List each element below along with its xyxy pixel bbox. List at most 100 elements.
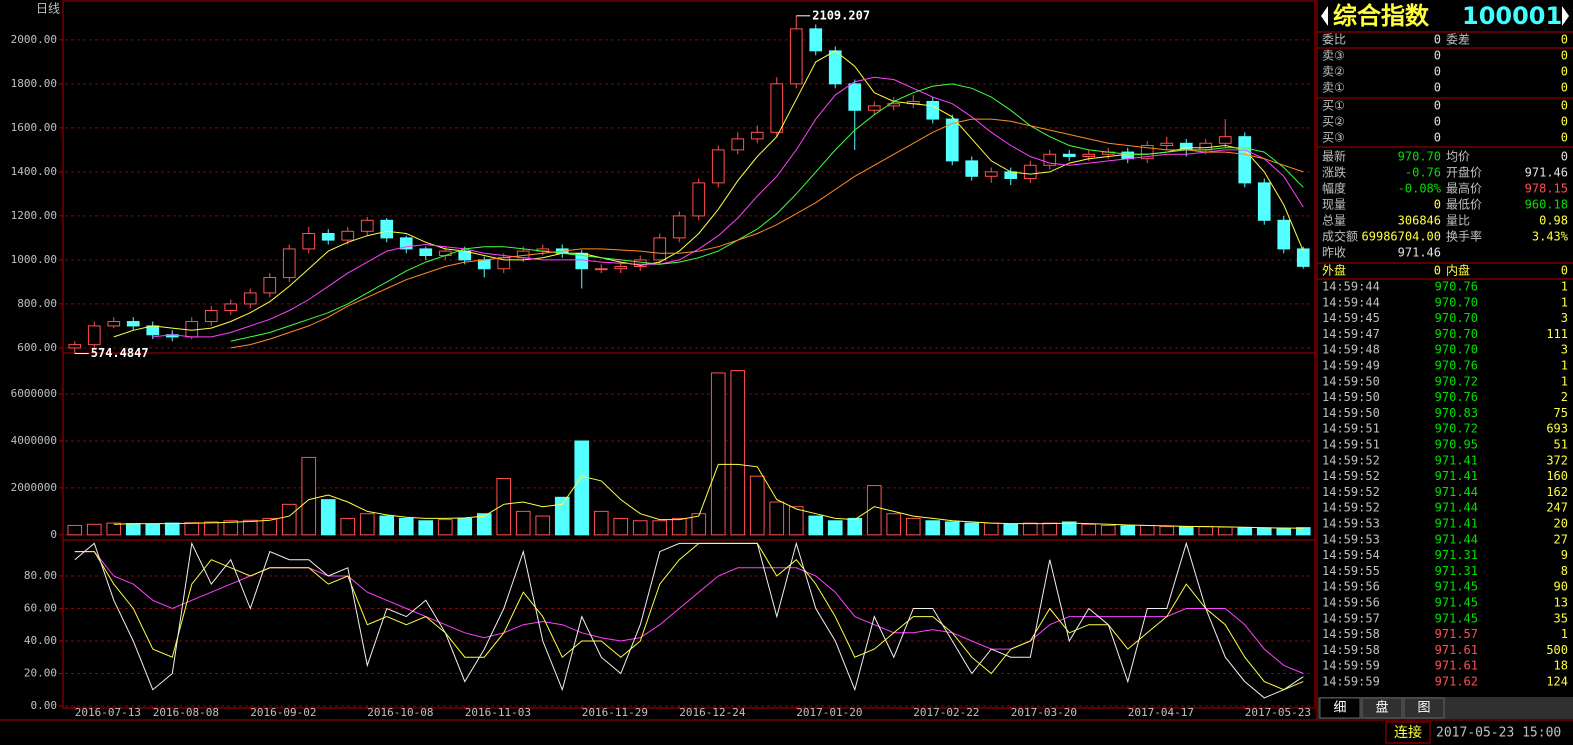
- trade-volume: 9: [1561, 548, 1568, 562]
- candle-body: [204, 310, 218, 323]
- tab[interactable]: [1319, 697, 1361, 719]
- field-label: 买②: [1322, 115, 1345, 129]
- connection-status[interactable]: 连接: [1394, 724, 1422, 741]
- tab[interactable]: [1361, 697, 1403, 719]
- volume-bar: [340, 517, 356, 536]
- candle-body: [867, 105, 881, 111]
- trade-volume: 8: [1561, 564, 1568, 578]
- volume-bar: [574, 440, 590, 536]
- x-tick-label: 2016-11-29: [582, 706, 648, 719]
- volume-bar: [671, 517, 687, 536]
- x-tick-label: 2017-02-22: [913, 706, 979, 719]
- trade-volume: 13: [1554, 596, 1568, 610]
- book-price: 0: [1434, 49, 1441, 63]
- trade-time: 14:59:54: [1322, 548, 1380, 562]
- trade-volume: 111: [1546, 327, 1568, 341]
- trade-price: 971.61: [1435, 659, 1478, 673]
- candle-body: [341, 230, 355, 241]
- field-label: 最低价: [1446, 198, 1482, 212]
- volume-bar: [1120, 525, 1136, 536]
- volume-bar: [1237, 527, 1253, 536]
- candle-body: [965, 160, 979, 177]
- field-label: 卖③: [1322, 49, 1345, 63]
- book-volume: 0: [1561, 115, 1568, 129]
- trade-price: 970.72: [1435, 374, 1478, 388]
- volume-bar: [145, 523, 161, 536]
- y-tick-label: 1600.00: [11, 121, 57, 134]
- volume-bar: [476, 513, 492, 536]
- next-arrow[interactable]: [1562, 6, 1569, 26]
- book-volume: 0: [1561, 49, 1568, 63]
- trade-time: 14:59:56: [1322, 596, 1380, 610]
- trade-volume: 1: [1561, 374, 1568, 388]
- trade-price: 970.70: [1435, 327, 1478, 341]
- volume-bar: [86, 523, 102, 536]
- book-volume: 0: [1561, 81, 1568, 95]
- trade-price: 970.95: [1435, 438, 1478, 452]
- book-price: 0: [1434, 131, 1441, 145]
- book-price: 0: [1434, 81, 1441, 95]
- chart-frame: [62, 0, 1316, 709]
- tab-label[interactable]: 盘: [1375, 700, 1388, 716]
- x-tick-label: 2016-07-13: [75, 706, 141, 719]
- candle-body: [594, 268, 608, 271]
- indicator-line: [230, 83, 1304, 342]
- candle-body: [87, 325, 101, 346]
- trade-time: 14:59:53: [1322, 517, 1380, 531]
- field-label: 昨收: [1322, 246, 1346, 260]
- volume-bar: [808, 515, 824, 536]
- tab[interactable]: [1403, 697, 1445, 719]
- x-tick-label: 2016-10-08: [367, 706, 433, 719]
- candle-body: [1296, 248, 1310, 267]
- field-value: 971.46: [1398, 246, 1441, 260]
- candle-body: [926, 100, 940, 120]
- trade-volume: 693: [1546, 422, 1568, 436]
- volume-bar: [1295, 527, 1311, 536]
- trade-volume: 1: [1561, 359, 1568, 373]
- trade-volume: 18: [1554, 659, 1568, 673]
- field-label: 买①: [1322, 99, 1345, 113]
- y-tick-label: 6000000: [11, 387, 57, 400]
- tab-label[interactable]: 图: [1417, 701, 1430, 716]
- candle-body: [653, 237, 667, 261]
- candle-body: [1082, 153, 1096, 157]
- volume-bar: [457, 517, 473, 536]
- field-value: 960.18: [1525, 198, 1568, 212]
- trade-time: 14:59:49: [1322, 359, 1380, 373]
- volume-bar: [320, 499, 336, 536]
- y-tick-label: 800.00: [17, 297, 57, 310]
- volume-bar: [242, 519, 258, 536]
- volume-bar: [749, 475, 765, 536]
- trade-time: 14:59:45: [1322, 311, 1380, 325]
- candle-body: [1121, 151, 1135, 160]
- trade-volume: 1: [1561, 280, 1568, 294]
- indicator-line: [74, 541, 1304, 699]
- trade-price: 971.62: [1435, 675, 1478, 689]
- tab-label[interactable]: 细: [1333, 701, 1346, 716]
- volume-bar: [652, 520, 668, 536]
- trade-volume: 247: [1546, 501, 1568, 515]
- trade-volume: 51: [1554, 438, 1568, 452]
- trade-time: 14:59:52: [1322, 469, 1380, 483]
- x-tick-label: 2017-01-20: [796, 706, 862, 719]
- volume-bar: [1159, 526, 1175, 536]
- volume-bar: [691, 513, 707, 536]
- volume-bar: [554, 496, 570, 536]
- volume-bar: [593, 510, 609, 536]
- candle-body: [1257, 182, 1271, 221]
- volume-bar: [301, 456, 317, 536]
- field-label: 开盘价: [1446, 165, 1482, 180]
- volume-bar: [106, 522, 122, 536]
- field-value: 0: [1561, 150, 1568, 164]
- indicator-line: [113, 50, 1304, 338]
- field-value: 0: [1434, 198, 1441, 212]
- prev-arrow[interactable]: [1321, 6, 1328, 26]
- trade-time: 14:59:51: [1322, 438, 1380, 452]
- indicator-line: [152, 76, 1304, 338]
- trade-price: 971.45: [1435, 611, 1478, 625]
- trade-price: 971.44: [1435, 532, 1478, 546]
- x-tick-label: 2017-03-20: [1011, 706, 1077, 719]
- book-price: 0: [1434, 115, 1441, 129]
